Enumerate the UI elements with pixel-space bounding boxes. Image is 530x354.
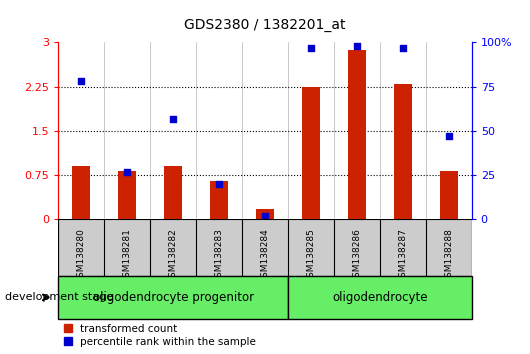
Bar	[58, 276, 288, 319]
Bar	[72, 166, 91, 219]
Text: GSM138284: GSM138284	[261, 228, 269, 283]
Text: oligodendrocyte progenitor: oligodendrocyte progenitor	[93, 291, 254, 304]
Text: development stage: development stage	[5, 292, 113, 302]
Point	[352, 43, 361, 49]
Point	[77, 79, 85, 84]
Text: GSM138282: GSM138282	[169, 228, 178, 283]
Bar	[164, 166, 182, 219]
Text: GSM138288: GSM138288	[444, 228, 453, 283]
Bar	[288, 276, 472, 319]
Text: GSM138286: GSM138286	[352, 228, 361, 283]
Text: oligodendrocyte: oligodendrocyte	[332, 291, 428, 304]
Bar	[118, 171, 136, 219]
Bar	[439, 171, 458, 219]
Legend: transformed count, percentile rank within the sample: transformed count, percentile rank withi…	[64, 324, 256, 347]
Point	[399, 45, 407, 51]
Point	[307, 45, 315, 51]
Point	[261, 213, 269, 219]
Bar	[348, 50, 366, 219]
Bar	[58, 219, 472, 276]
Bar	[302, 87, 320, 219]
Bar	[210, 181, 228, 219]
Point	[169, 116, 178, 121]
Text: GSM138285: GSM138285	[306, 228, 315, 283]
Text: GSM138280: GSM138280	[77, 228, 86, 283]
Bar	[394, 84, 412, 219]
Point	[445, 133, 453, 139]
Text: GDS2380 / 1382201_at: GDS2380 / 1382201_at	[184, 18, 346, 32]
Point	[123, 169, 131, 175]
Text: GSM138287: GSM138287	[399, 228, 407, 283]
Text: GSM138283: GSM138283	[215, 228, 224, 283]
Bar	[256, 210, 274, 219]
Text: GSM138281: GSM138281	[123, 228, 131, 283]
Point	[215, 181, 223, 187]
